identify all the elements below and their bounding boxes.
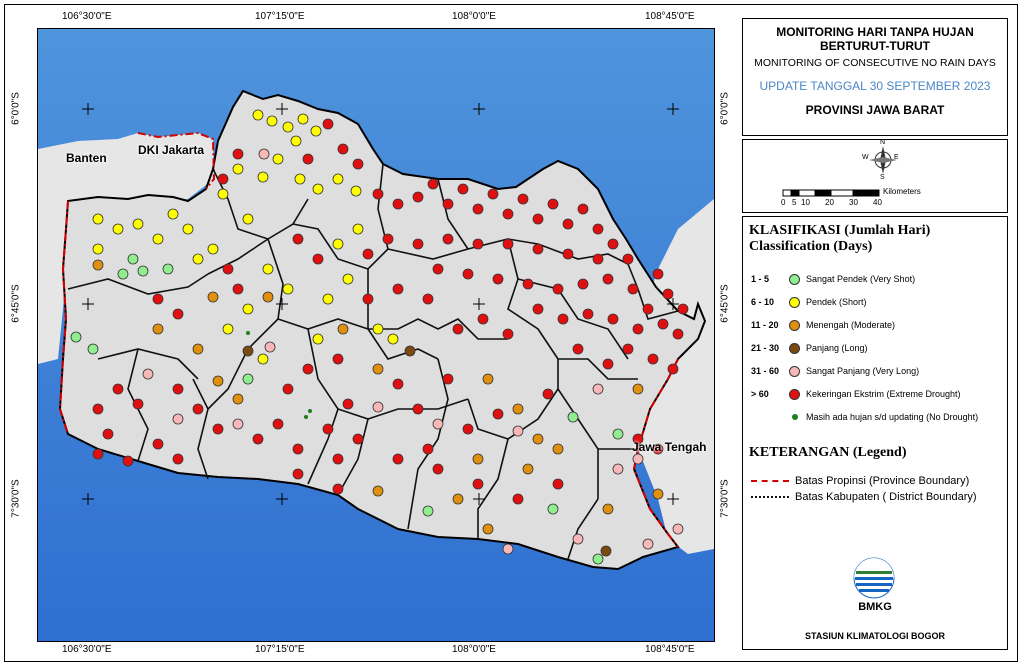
legend-box: KLASIFIKASI (Jumlah Hari) Classification… <box>742 216 1008 650</box>
keterangan-title: KETERANGAN (Legend) <box>749 445 907 460</box>
legend-range: 11 - 20 <box>751 320 779 330</box>
dki-boundary <box>137 131 216 190</box>
scale-tick-40: 40 <box>873 198 882 207</box>
coord-bottom-3: 108°0'0"E <box>452 644 496 655</box>
legend-dot-yellow <box>789 296 800 308</box>
district-boundaries <box>67 163 679 560</box>
legend-row-long: 21 - 30 Panjang (Long) <box>751 340 868 356</box>
legend-range: 6 - 10 <box>751 297 775 307</box>
province-boundary-legend: Batas Propinsi (Province Boundary) <box>751 475 969 487</box>
scale-box: W E N S Kilometers 0 5 10 20 30 40 <box>742 139 1008 213</box>
coord-right-3: 7°30'0"S <box>719 479 731 518</box>
compass-e: E <box>894 154 899 161</box>
legend-range: 31 - 60 <box>751 366 780 376</box>
legend-title-1: KLASIFIKASI (Jumlah Hari) <box>749 223 931 238</box>
district-boundary-symbol <box>751 496 789 498</box>
scale-tick-30: 30 <box>849 198 858 207</box>
legend-label: Masih ada hujan s/d updating (No Drought… <box>806 412 979 422</box>
jateng-boundary <box>632 358 679 548</box>
coord-top-4: 108°45'0"E <box>645 11 695 22</box>
legend-range: 1 - 5 <box>751 274 770 284</box>
map-panel: Banten DKI Jakarta Jawa Tengah <box>37 28 715 642</box>
legend-dot-dark-green <box>792 414 798 420</box>
scale-tick-5: 5 <box>792 198 797 207</box>
banten-land <box>38 133 214 364</box>
legend-row-no-drought: Masih ada hujan s/d updating (No Drought… <box>751 409 978 425</box>
legend-range: 21 - 30 <box>751 343 780 353</box>
title-box: MONITORING HARI TANPA HUJAN BERTURUT-TUR… <box>742 18 1008 136</box>
bmkg-logo <box>853 557 895 599</box>
legend-title-2: Classification (Days) <box>749 239 873 254</box>
province-name: PROVINSI JAWA BARAT <box>805 103 945 117</box>
scale-bar <box>782 189 880 197</box>
scale-tick-10: 10 <box>801 198 810 207</box>
legend-label: Kekeringan Ekstrim (Extreme Drought) <box>806 389 961 399</box>
legend-dot-pink <box>789 365 800 377</box>
map-svg <box>38 29 714 641</box>
legend-dot-green <box>789 273 800 285</box>
legend-dot-red <box>789 388 800 400</box>
legend-row-extreme: > 60 Kekeringan Ekstrim (Extreme Drought… <box>751 386 961 402</box>
legend-label: Pendek (Short) <box>806 297 867 307</box>
scale-unit: Kilometers <box>883 187 921 196</box>
scale-tick-0: 0 <box>781 198 786 207</box>
compass-scale-svg <box>782 146 897 197</box>
coord-bottom-1: 106°30'0"E <box>62 644 112 655</box>
coord-left-2: 6°45'0"S <box>10 284 22 323</box>
update-date: UPDATE TANGGAL 30 SEPTEMBER 2023 <box>759 79 991 93</box>
coord-bottom-2: 107°15'0"E <box>255 644 305 655</box>
legend-row-short: 6 - 10 Pendek (Short) <box>751 294 867 310</box>
coord-left-3: 7°30'0"S <box>10 479 22 518</box>
compass-n: N <box>880 139 886 146</box>
coord-bottom-4: 108°45'0"E <box>645 644 695 655</box>
legend-row-moderate: 11 - 20 Menengah (Moderate) <box>751 317 895 333</box>
bmkg-logo-text: BMKG <box>858 601 892 613</box>
legend-row-very-long: 31 - 60 Sangat Panjang (Very Long) <box>751 363 919 379</box>
legend-range: > 60 <box>751 389 769 399</box>
label-banten: Banten <box>66 151 107 165</box>
legend-label: Panjang (Long) <box>806 343 868 353</box>
coord-left-1: 6°0'0"S <box>10 92 22 125</box>
legend-row-very-short: 1 - 5 Sangat Pendek (Very Shot) <box>751 271 915 287</box>
coord-right-1: 6°0'0"S <box>719 92 731 125</box>
station-dots <box>70 109 689 565</box>
coord-top-2: 107°15'0"E <box>255 11 305 22</box>
province-boundary-symbol <box>751 480 789 482</box>
legend-label: Sangat Panjang (Very Long) <box>806 366 920 376</box>
title-line1: MONITORING HARI TANPA HUJAN <box>776 25 974 39</box>
coord-right-2: 6°45'0"S <box>719 284 731 323</box>
compass-s: S <box>880 174 885 181</box>
province-boundary <box>58 200 69 435</box>
legend-label: Menengah (Moderate) <box>806 320 896 330</box>
coord-top-1: 106°30'0"E <box>62 11 112 22</box>
graticule <box>82 103 679 505</box>
title-line3: MONITORING OF CONSECUTIVE NO RAIN DAYS <box>754 57 996 69</box>
label-jawa-tengah: Jawa Tengah <box>632 440 707 454</box>
legend-label: Sangat Pendek (Very Shot) <box>806 274 916 284</box>
station-name: STASIUN KLIMATOLOGI BOGOR <box>805 631 945 641</box>
district-boundary-legend: Batas Kabupaten ( District Boundary) <box>751 491 977 503</box>
title-line2: BERTURUT-TURUT <box>820 39 930 53</box>
compass-icon <box>869 146 897 174</box>
map-frame <box>4 4 1018 662</box>
legend-dot-brown <box>789 342 800 354</box>
label-dki-jakarta: DKI Jakarta <box>138 143 205 157</box>
compass-w: W <box>862 154 869 161</box>
province-boundary-label: Batas Propinsi (Province Boundary) <box>795 475 970 487</box>
coord-top-3: 108°0'0"E <box>452 11 496 22</box>
legend-dot-orange <box>789 319 800 331</box>
district-boundary-label: Batas Kabupaten ( District Boundary) <box>795 491 977 503</box>
scale-tick-20: 20 <box>825 198 834 207</box>
